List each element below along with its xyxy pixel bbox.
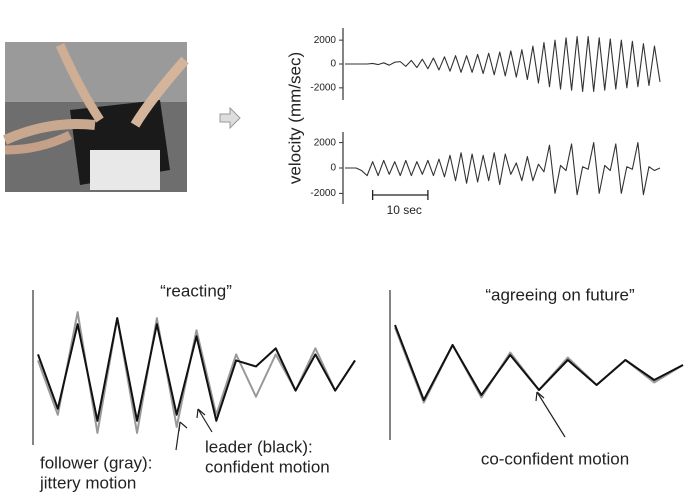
panel-title: “agreeing on future” <box>485 285 635 304</box>
annotation-arrow <box>535 391 566 438</box>
panel-title: “reacting” <box>160 281 232 300</box>
annotation-arrow <box>196 408 213 433</box>
series-line <box>37 311 356 434</box>
annotation-arrow <box>175 421 188 451</box>
y-tick-label: -2000 <box>310 82 336 93</box>
y-tick-label: -2000 <box>310 188 336 199</box>
series-line <box>37 317 356 422</box>
y-tick-label: 0 <box>330 59 336 70</box>
annotation: leader (black): <box>205 437 313 456</box>
annotation: follower (gray): <box>40 453 152 472</box>
scale-bar <box>371 190 429 200</box>
series-line <box>394 324 684 401</box>
photo <box>2 42 189 192</box>
annotation: confident motion <box>205 457 330 476</box>
series-line <box>394 327 684 404</box>
annotation: co-confident motion <box>481 449 629 468</box>
series-line <box>345 142 661 196</box>
annotation: jittery motion <box>39 473 136 492</box>
arrow-icon <box>219 106 241 130</box>
y-tick-label: 2000 <box>314 35 337 46</box>
y-tick-label: 2000 <box>314 137 337 148</box>
series-line <box>345 36 661 92</box>
y-axis-label: velocity (mm/sec) <box>285 52 304 184</box>
scale-bar-label: 10 sec <box>387 203 422 217</box>
y-tick-label: 0 <box>330 163 336 174</box>
